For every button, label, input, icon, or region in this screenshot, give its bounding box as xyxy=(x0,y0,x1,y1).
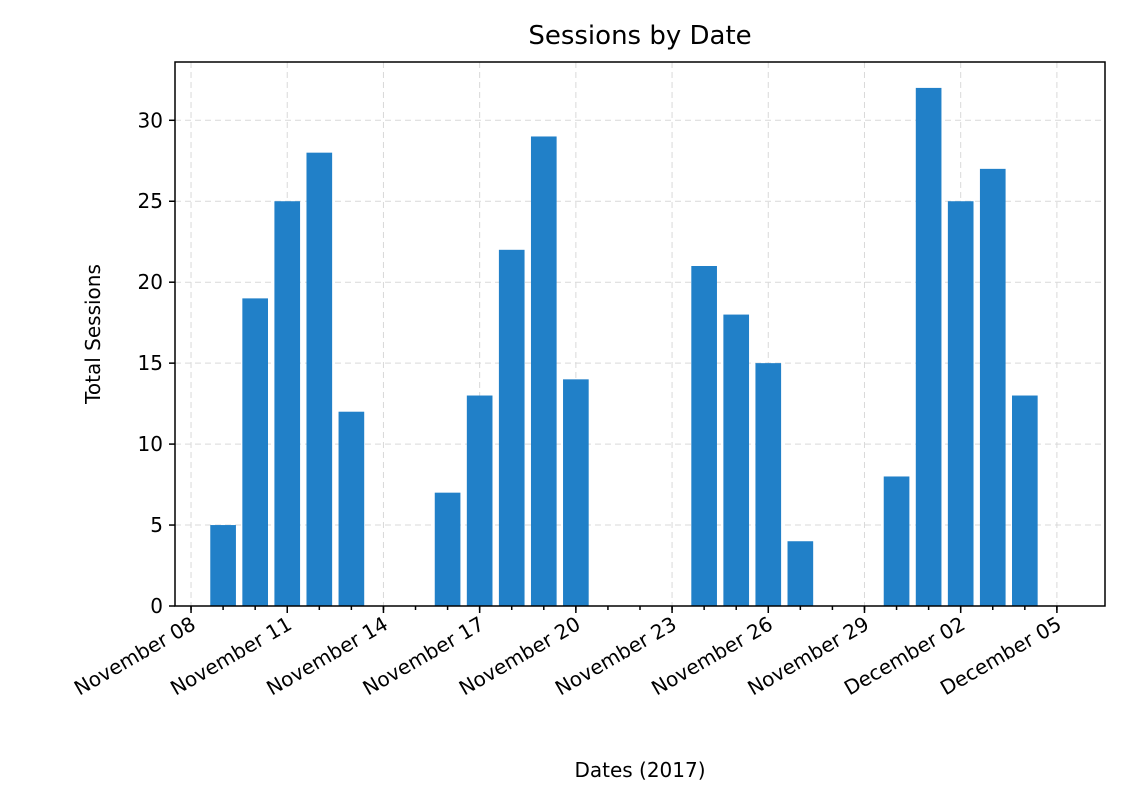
bar xyxy=(691,266,717,606)
bar xyxy=(1012,395,1038,606)
y-tick-label: 25 xyxy=(138,189,163,213)
bar xyxy=(274,201,301,606)
y-tick-label: 10 xyxy=(138,432,163,456)
bar xyxy=(242,298,268,606)
bar xyxy=(306,152,333,606)
x-axis-label: Dates (2017) xyxy=(574,758,705,782)
chart-title: Sessions by Date xyxy=(528,21,751,51)
y-tick-label: 0 xyxy=(150,594,163,618)
y-tick-label: 5 xyxy=(150,513,163,537)
bars xyxy=(210,87,1038,607)
bar xyxy=(915,87,942,606)
bar xyxy=(338,411,365,606)
bar xyxy=(466,395,493,606)
y-axis-label: Total Sessions xyxy=(81,264,105,405)
bar xyxy=(723,314,750,606)
bar xyxy=(498,249,525,607)
y-tick-label: 30 xyxy=(138,108,163,132)
bar xyxy=(530,136,557,606)
bar xyxy=(979,168,1006,606)
bar xyxy=(755,363,782,606)
bar xyxy=(210,525,236,606)
bar xyxy=(883,476,910,606)
bar xyxy=(434,492,461,606)
y-tick-label: 15 xyxy=(138,351,163,375)
bar xyxy=(947,201,974,606)
y-tick-label: 20 xyxy=(138,270,163,294)
bar xyxy=(563,379,589,606)
bar xyxy=(787,541,814,606)
